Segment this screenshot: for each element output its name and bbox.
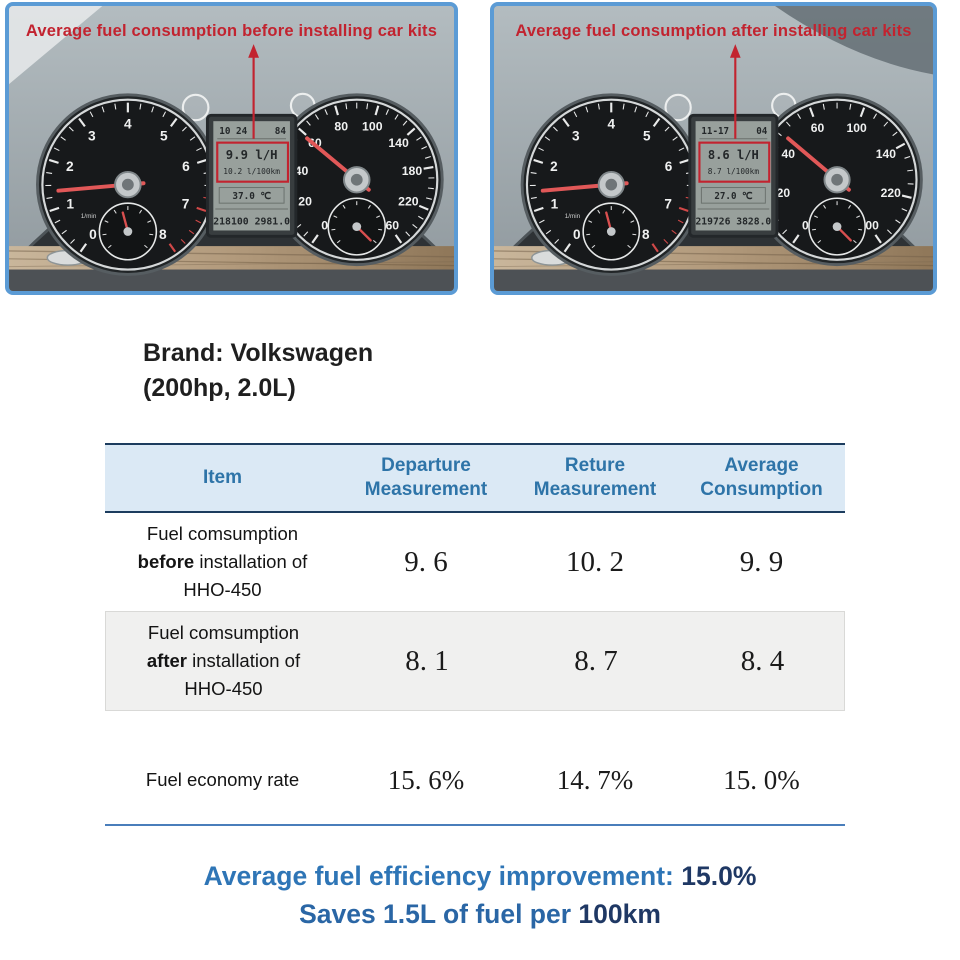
lcd-text: 10 24 xyxy=(219,126,247,137)
lcd-text: 8.6 l/H xyxy=(708,148,759,162)
summary-line1: Average fuel efficiency improvement: 15.… xyxy=(203,861,757,891)
row2-reture-value: 8. 7 xyxy=(574,645,618,677)
tachometer-gauge: 01 2 3 4 5 6 78 1/min xyxy=(36,93,220,276)
row3-departure-value: 15. 6% xyxy=(387,764,465,795)
gauge-number: 180 xyxy=(402,164,423,178)
gauge-number: 20 xyxy=(298,195,312,209)
measurement-table: Item Departure Measurement Reture Measur… xyxy=(105,443,845,826)
gauge-number: 140 xyxy=(388,136,409,150)
gauge-number: 8 xyxy=(642,227,650,242)
gauge-number: 1 xyxy=(66,197,74,212)
row2-item-label: Fuel comsumption after installation of H… xyxy=(146,622,301,699)
gauge-number: 220 xyxy=(881,186,901,200)
row2-average-value: 8. 4 xyxy=(740,645,785,677)
summary-text: Average fuel efficiency improvement: 15.… xyxy=(0,857,960,933)
gauge-unit: 1/min xyxy=(81,213,97,220)
row3-reture-value: 14. 7% xyxy=(556,764,634,795)
gauge-number: 140 xyxy=(876,147,896,161)
lcd-text: 37.0 ℃ xyxy=(232,191,271,202)
annotation-arrow xyxy=(248,44,260,139)
lcd-text: 04 xyxy=(756,126,768,137)
summary-line2: Saves 1.5L of fuel per 100km xyxy=(299,899,661,929)
table-row: Fuel economy rate 15. 6% 14. 7% 15. 0% xyxy=(105,735,845,826)
row2-departure-value: 8. 1 xyxy=(405,645,449,677)
lcd-text: 219726 3828.0 xyxy=(695,217,771,228)
gauge-number: 0 xyxy=(321,219,328,233)
photo-caption-before: Average fuel consumption before installi… xyxy=(25,22,438,40)
dashboard-photo-before: 0123456781/min02040608010014018022026010… xyxy=(5,2,458,295)
gauge-number: 0 xyxy=(802,218,809,232)
gauge-number: 40 xyxy=(781,147,795,161)
header-item: Item xyxy=(202,467,243,488)
table-spacer xyxy=(105,711,845,735)
header-reture: Reture Measurement xyxy=(533,455,657,500)
gauge-number: 6 xyxy=(665,159,673,174)
cluster-light-icon xyxy=(664,93,692,122)
gauge-number: 3 xyxy=(88,128,96,143)
highlight-box xyxy=(216,141,290,183)
gauge-number: 5 xyxy=(643,128,651,143)
gauge-number: 2 xyxy=(66,159,74,174)
lcd-text: 218100 2981.0 xyxy=(213,217,290,228)
cluster-light-icon xyxy=(181,93,210,122)
gauge-number: 100 xyxy=(362,120,383,134)
lcd-text: 9.9 l/H xyxy=(226,148,278,162)
gauge-number: 7 xyxy=(182,197,190,212)
highlight-box xyxy=(698,141,771,183)
gauge-number: 220 xyxy=(398,195,419,209)
gauge-number: 4 xyxy=(607,117,615,132)
header-departure: Departure Measurement xyxy=(364,455,488,500)
gauge-unit: 1/min xyxy=(565,213,581,220)
gauge-number: 60 xyxy=(811,121,825,135)
row3-item-label: Fuel economy rate xyxy=(145,768,300,790)
row1-average-value: 9. 9 xyxy=(739,546,784,578)
lcd-display: 11-17 04 8.6 l/H 8.7 l/100km 27.0 ℃ 219726 38… xyxy=(688,113,779,238)
dashboard-illustration-before: 0123456781/min02040608010014018022026010… xyxy=(9,6,454,291)
brand-heading: Brand: Volkswagen (200hp, 2.0L) xyxy=(143,336,373,406)
lcd-text: 84 xyxy=(275,126,287,137)
gauge-number: 80 xyxy=(334,120,348,134)
gauge-number: 5 xyxy=(160,128,168,143)
speedometer-gauge: 020406080100140180220260 xyxy=(269,93,444,267)
row1-departure-value: 9. 6 xyxy=(404,546,448,578)
lcd-text: 10.2 l/100km xyxy=(223,167,280,176)
gauge-number: 20 xyxy=(777,186,791,200)
gauge-number: 2 xyxy=(550,159,558,174)
gauge-number: 40 xyxy=(295,164,309,178)
lcd-display: 10 24 84 9.9 l/H 10.2 l/100km 37.0 ℃ 218100 2… xyxy=(205,113,298,238)
header-average: Average Consumption xyxy=(700,455,823,500)
row1-reture-value: 10. 2 xyxy=(566,546,624,578)
row1-item-label: Fuel comsumption before installation of … xyxy=(137,523,308,600)
brand-line2: (200hp, 2.0L) xyxy=(143,374,296,402)
gauge-number: 6 xyxy=(182,159,190,174)
annotation-arrow xyxy=(729,44,741,139)
table-header-row: Item Departure Measurement Reture Measur… xyxy=(105,443,845,513)
tachometer-gauge: 01 2 3 4 5 6 78 1/min xyxy=(520,93,702,276)
dashboard-photo-after: 0 1 2 3 4 5 6 7 8 1/min 0 20 40 60 100 140 220 200 11-17 04… xyxy=(490,2,937,295)
lcd-text: 11-17 xyxy=(701,126,729,137)
gauge-number: 0 xyxy=(573,227,581,242)
lcd-text: 8.7 l/100km xyxy=(708,167,760,176)
gauge-number: 0 xyxy=(89,227,97,242)
table-row: Fuel comsumption before installation of … xyxy=(105,513,845,611)
table-row: Fuel comsumption after installation of H… xyxy=(105,611,845,711)
brand-line1: Brand: Volkswagen xyxy=(143,339,374,367)
photo-caption-after: Average fuel consumption after installin… xyxy=(515,22,912,40)
gauge-number: 100 xyxy=(847,121,867,135)
gauge-number: 1 xyxy=(551,197,559,212)
row3-average-value: 15. 0% xyxy=(723,764,800,795)
lcd-text: 27.0 ℃ xyxy=(714,191,752,202)
gauge-number: 7 xyxy=(664,197,672,212)
gauge-number: 4 xyxy=(124,117,132,132)
gauge-number: 8 xyxy=(159,227,167,242)
gauge-number: 3 xyxy=(572,128,580,143)
